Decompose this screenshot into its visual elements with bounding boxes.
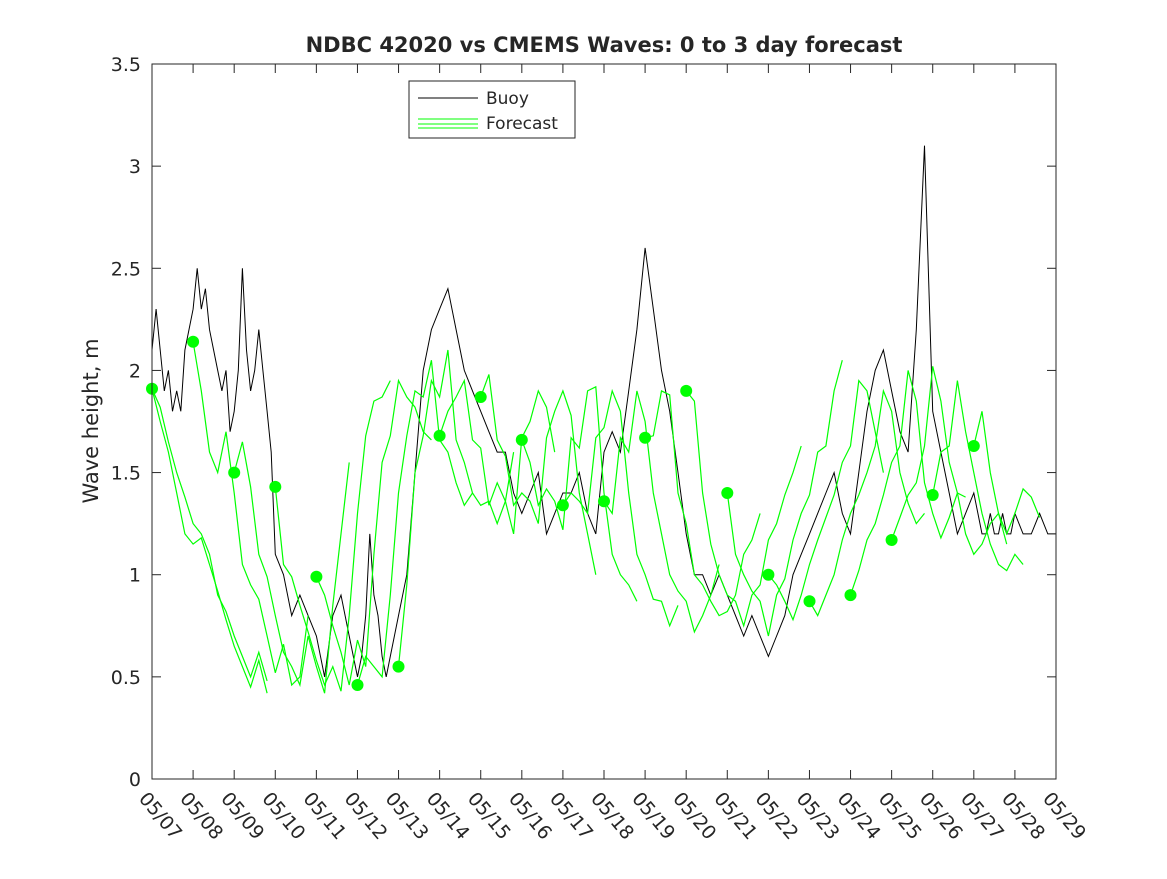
x-tick-label: 05/27 <box>956 788 1008 844</box>
x-tick-label: 05/11 <box>299 788 351 844</box>
forecast-initial-point <box>926 489 939 501</box>
forecast-initial-point <box>515 433 528 446</box>
series-forecast-run-16 <box>767 379 884 622</box>
x-tick-label: 05/07 <box>134 788 186 844</box>
forecast-initial-point <box>762 568 775 581</box>
series-forecast-run-19 <box>891 366 1008 556</box>
x-tick-label: 05/18 <box>586 788 638 844</box>
series-buoy-line <box>151 145 1056 677</box>
x-tick-label: 05/21 <box>709 788 761 844</box>
forecast-initial-point <box>474 391 487 403</box>
x-tick-label: 05/26 <box>915 788 967 844</box>
chart-title: NDBC 42020 vs CMEMS Waves: 0 to 3 day fo… <box>306 33 903 57</box>
x-tick-label: 05/20 <box>668 788 720 844</box>
forecast-initial-point <box>598 495 610 508</box>
x-tick-label: 05/29 <box>1038 788 1090 844</box>
series-forecast-run-9 <box>480 374 597 575</box>
y-tick-label: 2 <box>129 360 141 382</box>
x-tick-label: 05/17 <box>545 788 597 844</box>
series-forecast-run-6 <box>356 360 473 686</box>
x-tick-label: 05/15 <box>463 788 515 844</box>
series-forecast-run-15 <box>726 360 843 637</box>
x-tick-label: 05/25 <box>874 788 926 844</box>
forecast-initial-point <box>803 595 816 608</box>
x-tick-label: 05/19 <box>627 788 679 844</box>
x-tick-label: 05/23 <box>792 788 844 844</box>
forecast-initial-point <box>187 335 200 348</box>
x-tick-label: 05/28 <box>997 788 1049 844</box>
series-forecast-run-17 <box>808 388 925 617</box>
forecast-initial-point <box>228 466 241 479</box>
series-forecast-run-1 <box>151 388 268 694</box>
forecast-initial-point <box>310 570 323 583</box>
y-tick-label: 3 <box>129 156 141 178</box>
series-forecast-run-8 <box>439 378 556 535</box>
legend-buoy-label: Buoy <box>486 89 529 109</box>
y-tick-label: 1.5 <box>111 463 141 485</box>
series-forecast-run-10 <box>521 385 638 602</box>
series-forecast-run-18 <box>849 370 966 596</box>
x-tick-label: 05/13 <box>381 788 433 844</box>
plot-background <box>152 64 1056 779</box>
series-forecast-run-2 <box>192 341 309 687</box>
forecast-initial-point <box>556 499 569 512</box>
x-tick-label: 05/14 <box>422 788 474 844</box>
forecast-initial-point <box>967 440 980 452</box>
legend: Buoy Forecast <box>408 80 576 139</box>
x-tick-label: 05/09 <box>216 788 268 844</box>
x-tick-label: 05/24 <box>833 788 885 844</box>
y-tick-label: 0.5 <box>111 667 141 689</box>
series-forecast-run-20 <box>932 380 1024 572</box>
y-tick-label: 0 <box>129 769 141 791</box>
y-axis-label: Wave height, m <box>79 338 103 503</box>
series-forecast-run-14 <box>685 390 802 628</box>
forecast-initial-point <box>721 487 734 499</box>
series-forecast-run-21 <box>973 411 1041 536</box>
x-tick-label: 05/10 <box>257 788 309 844</box>
legend-forecast-label: Forecast <box>486 114 558 134</box>
series-forecast-run-0 <box>151 388 268 682</box>
forecast-initial-point <box>392 660 405 673</box>
series-forecast-run-11 <box>562 388 679 628</box>
series-forecast-run-3 <box>233 441 350 694</box>
forecast-initial-point <box>844 589 857 602</box>
series-forecast-run-7 <box>397 349 515 667</box>
forecast-initial-point <box>351 679 364 691</box>
x-tick-label: 05/16 <box>504 788 556 844</box>
series-forecast-run-12 <box>603 390 720 634</box>
x-tick-label: 05/22 <box>751 788 803 844</box>
x-tick-label: 05/08 <box>175 788 227 844</box>
y-tick-label: 3.5 <box>111 54 141 76</box>
forecast-initial-point <box>639 431 652 444</box>
forecast-initial-point <box>680 384 693 397</box>
y-tick-label: 2.5 <box>111 258 141 280</box>
series-forecast-run-4 <box>274 380 391 692</box>
forecast-initial-point <box>269 480 282 493</box>
x-tick-label: 05/12 <box>340 788 392 844</box>
forecast-initial-point <box>885 534 898 546</box>
forecast-initial-point <box>433 429 446 442</box>
y-tick-label: 1 <box>129 565 141 587</box>
